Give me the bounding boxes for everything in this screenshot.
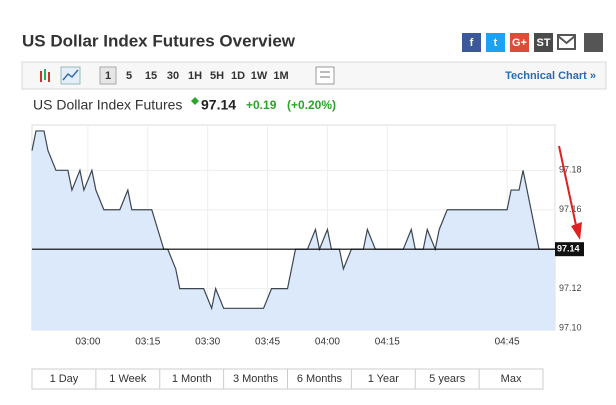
annotation-arrowhead — [571, 222, 582, 240]
share-icon[interactable] — [534, 33, 553, 52]
interval-button[interactable]: 5H — [210, 70, 224, 82]
y-tick-label: 97.10 — [559, 322, 582, 332]
range-button[interactable]: 1 Year — [368, 373, 400, 385]
settings-icon[interactable] — [315, 66, 335, 85]
area-fill — [32, 130, 555, 330]
range-button[interactable]: Max — [501, 373, 522, 385]
share-icon-label: ST — [536, 37, 550, 49]
toolbar — [21, 61, 607, 90]
mail-glyph — [557, 35, 576, 45]
price-change: +0.19 — [246, 98, 277, 112]
line-icon-glyph — [62, 69, 79, 81]
y-tick-label: 97.18 — [559, 165, 582, 175]
last-price: 97.14 — [201, 97, 236, 113]
print-icon[interactable] — [584, 33, 603, 52]
interval-button[interactable]: 1D — [231, 70, 245, 82]
x-tick-label: 03:30 — [195, 337, 220, 348]
share-icon[interactable] — [486, 33, 505, 52]
technical-chart-link[interactable]: Technical Chart » — [505, 70, 596, 82]
range-button[interactable]: 1 Month — [172, 373, 212, 385]
candle-icon[interactable] — [40, 69, 50, 82]
x-tick-label: 04:15 — [375, 337, 400, 348]
share-icon-label: G+ — [512, 37, 527, 49]
instrument-name: US Dollar Index Futures — [33, 97, 182, 113]
share-icon-label: t — [494, 37, 498, 49]
share-icon[interactable] — [462, 33, 481, 52]
interval-button[interactable]: 1H — [188, 70, 202, 82]
x-tick-label: 04:45 — [495, 337, 520, 348]
annotation-arrow — [558, 145, 578, 231]
x-tick-label: 04:00 — [315, 337, 340, 348]
range-button[interactable]: 1 Day — [50, 373, 79, 385]
interval-selected — [99, 66, 117, 85]
page-title: US Dollar Index Futures Overview — [22, 31, 296, 50]
range-button[interactable]: 6 Months — [297, 373, 343, 385]
interval-button[interactable]: 15 — [145, 70, 157, 82]
range-button[interactable]: 5 years — [429, 373, 466, 385]
y-tick-label: 97.12 — [559, 283, 582, 293]
interval-button[interactable]: 30 — [167, 70, 179, 82]
range-button[interactable]: 1 Week — [109, 373, 147, 385]
range-button[interactable]: 3 Months — [233, 373, 279, 385]
plot: Investing.com03:0003:1503:3003:4504:0004… — [31, 124, 584, 348]
x-tick-label: 03:00 — [75, 337, 100, 348]
price-change-pct: (+0.20%) — [287, 98, 336, 112]
last-price-tag — [555, 242, 584, 257]
x-tick-label: 03:15 — [135, 337, 160, 348]
interval-button[interactable]: 1 — [105, 70, 111, 82]
y-tick-label: 97.16 — [559, 204, 582, 214]
x-tick-label: 03:45 — [255, 337, 280, 348]
interval-button[interactable]: 1W — [251, 70, 268, 82]
share-icon[interactable] — [510, 33, 529, 52]
up-indicator — [191, 97, 199, 105]
share-icon-label: f — [470, 37, 474, 49]
interval-button[interactable]: 1M — [273, 70, 288, 82]
interval-button[interactable]: 5 — [126, 70, 132, 82]
last-price-label: 97.14 — [557, 244, 580, 254]
